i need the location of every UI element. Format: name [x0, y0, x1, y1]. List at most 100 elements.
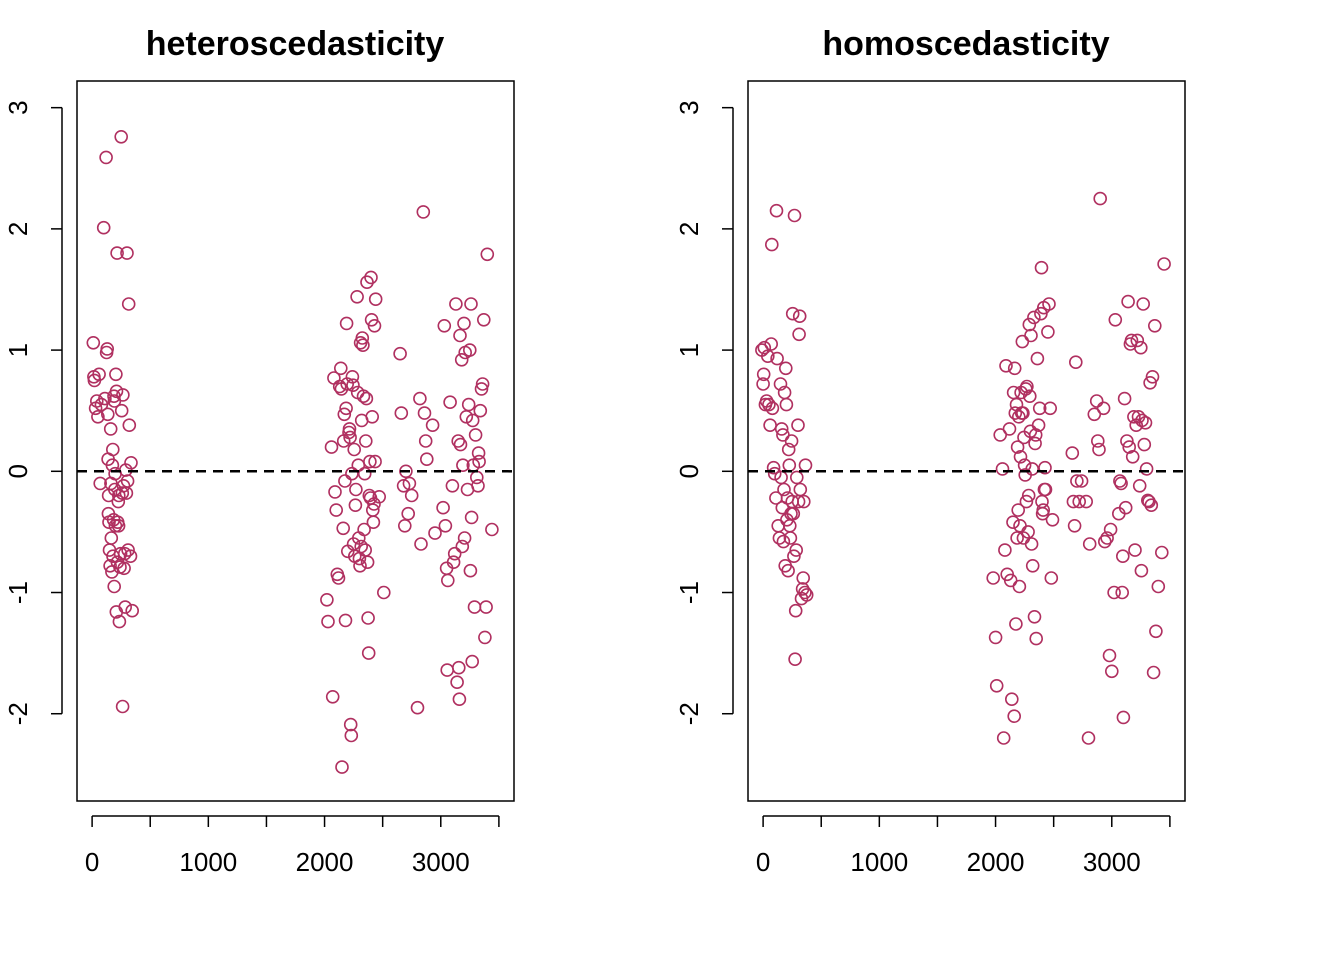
data-point [450, 675, 464, 690]
data-point [1124, 333, 1139, 348]
data-point [1070, 474, 1084, 488]
data-point [1136, 297, 1150, 311]
data-point [798, 458, 813, 473]
data-point [360, 275, 374, 290]
axes: 0 1000 2000 3000 -2 -1 0 1 2 3 [3, 100, 500, 877]
data-point [359, 391, 374, 406]
data-point [368, 292, 383, 307]
data-point [471, 478, 485, 493]
data-point [773, 377, 788, 391]
data-point [372, 489, 387, 504]
data-point [366, 515, 381, 530]
y-tick-label: 1 [3, 343, 33, 357]
data-point [480, 247, 495, 262]
data-point [361, 611, 375, 625]
data-point [333, 361, 348, 376]
data-point [1065, 446, 1080, 460]
data-point [107, 579, 121, 594]
plot-frame [747, 80, 1186, 802]
data-point [358, 434, 373, 448]
data-point [451, 660, 466, 675]
data-point [98, 391, 112, 406]
data-point [1128, 543, 1142, 557]
data-point [1038, 482, 1053, 497]
data-point [90, 394, 104, 408]
data-point [1029, 631, 1043, 646]
data-point [449, 297, 463, 311]
data-point [123, 549, 138, 564]
data-point [324, 440, 339, 454]
data-point [998, 543, 1012, 557]
data-point [93, 476, 107, 491]
data-point [1108, 312, 1123, 327]
data-point [787, 549, 801, 564]
data-point [1081, 731, 1096, 745]
panel-homoscedasticity: homoscedasticity 0 1000 2000 3000 -2 -1 0 1 2 3 [674, 25, 1186, 877]
plot-frame [76, 80, 515, 802]
data-point [464, 510, 479, 525]
data-point [342, 422, 357, 436]
data-point [361, 646, 376, 660]
data-point [771, 518, 786, 533]
data-point [1036, 503, 1050, 517]
data-point [1032, 401, 1047, 416]
data-point [453, 328, 467, 343]
data-point [789, 470, 804, 485]
data-point [463, 563, 478, 578]
data-point [478, 630, 492, 645]
data-point [1120, 434, 1134, 448]
data-point [781, 563, 795, 578]
data-point [1011, 503, 1026, 517]
x-tick-label: 0 [756, 847, 770, 877]
y-tick-label: 0 [674, 464, 704, 478]
data-point [117, 561, 131, 576]
data-point [760, 349, 775, 364]
data-point [787, 208, 802, 223]
data-point [788, 652, 802, 667]
data-point [452, 692, 467, 707]
data-point [1091, 434, 1105, 448]
data-point [116, 478, 131, 493]
data-point [465, 413, 480, 428]
data-point [121, 297, 136, 311]
data-point [1134, 340, 1148, 355]
data-point [112, 614, 127, 629]
data-point [1027, 310, 1041, 325]
data-point [799, 588, 814, 602]
data-point [344, 728, 359, 743]
data-point [476, 312, 491, 327]
data-point [413, 391, 427, 406]
data-point [121, 543, 135, 557]
data-point [353, 558, 367, 573]
data-point [783, 531, 798, 545]
data-point [1089, 394, 1104, 408]
x-tick-label: 1000 [179, 847, 237, 877]
data-point [338, 613, 353, 628]
data-point [396, 478, 411, 493]
data-point [451, 434, 466, 448]
data-point [417, 406, 432, 420]
data-point [999, 358, 1013, 373]
point-layer [748, 191, 1185, 745]
data-point [337, 407, 352, 422]
data-point [766, 460, 781, 475]
data-point [786, 506, 801, 521]
data-point [118, 600, 132, 614]
data-point [1134, 563, 1149, 578]
data-point [1024, 537, 1039, 551]
data-point [1028, 428, 1043, 442]
data-point [1004, 692, 1019, 707]
data-point [349, 482, 363, 497]
data-point [120, 474, 135, 488]
data-point [101, 407, 115, 422]
data-point [756, 367, 771, 382]
data-point [791, 418, 805, 433]
data-point [1082, 537, 1097, 551]
data-point [468, 428, 483, 442]
data-point [762, 397, 776, 412]
data-point [1127, 409, 1141, 424]
data-point [331, 571, 346, 585]
data-point [1115, 585, 1129, 600]
data-point [343, 430, 357, 445]
data-point [1010, 440, 1025, 454]
